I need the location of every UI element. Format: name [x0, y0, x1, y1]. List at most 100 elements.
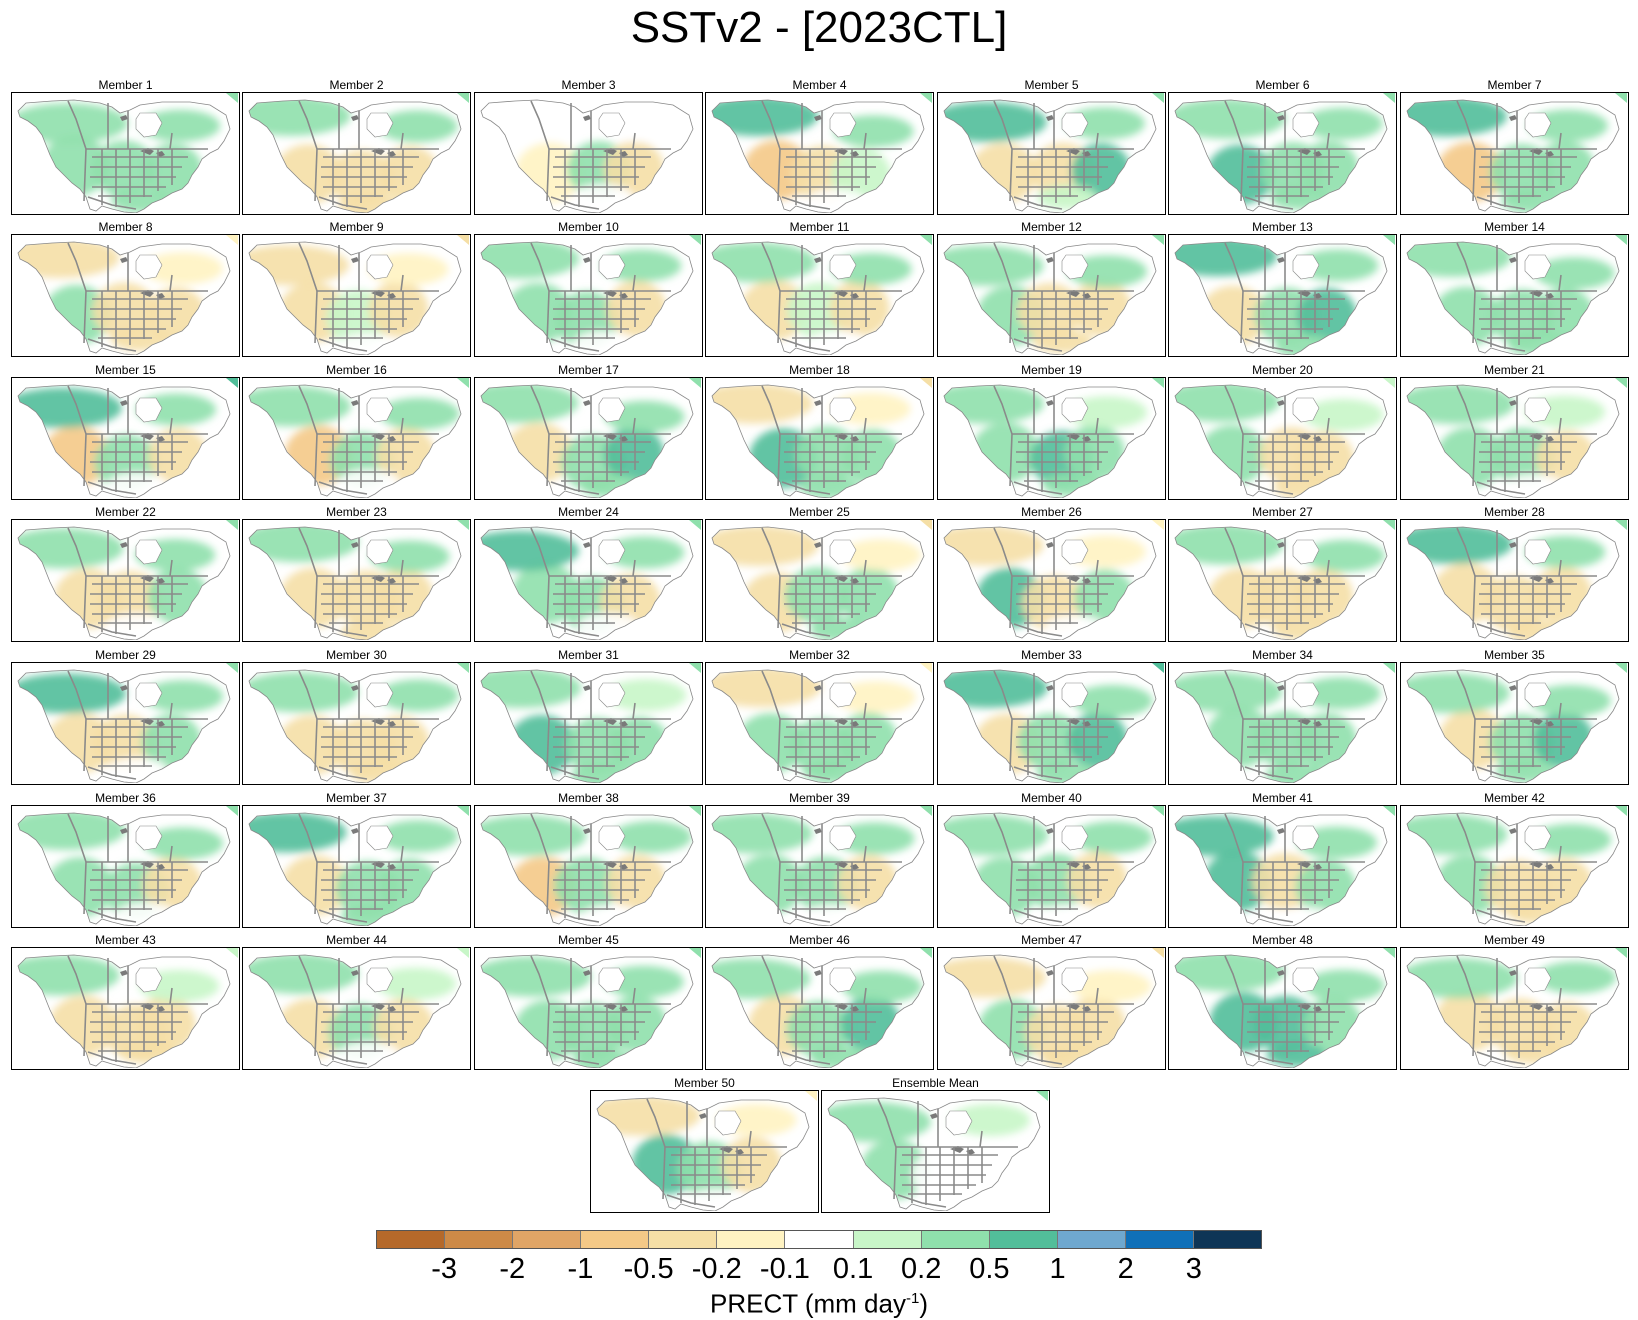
border-line — [1476, 766, 1526, 780]
colorbar-cell — [377, 1231, 446, 1248]
region-north — [18, 103, 128, 144]
precip-map — [596, 1091, 817, 1211]
colorbar-tick: 3 — [1185, 1253, 1202, 1285]
region-northeast — [140, 109, 221, 142]
hudson-bay — [1292, 112, 1320, 138]
panel-title: Member 17 — [558, 363, 619, 377]
greenland-corner — [689, 663, 701, 673]
map-panel: Member 22 — [11, 505, 240, 642]
lakes — [583, 542, 628, 584]
region-northeast — [607, 110, 688, 143]
border-line — [1244, 196, 1294, 210]
border-line — [1013, 481, 1063, 495]
lakes — [1509, 542, 1554, 584]
state-borders — [761, 813, 902, 923]
map-panel: Member 31 — [474, 648, 703, 785]
hudson-bay — [1524, 254, 1552, 280]
state-borders — [993, 385, 1134, 495]
border-line — [1095, 845, 1099, 863]
lakes — [351, 828, 396, 870]
precip-map — [1174, 663, 1395, 783]
precip-map — [248, 93, 469, 213]
region-central — [1490, 289, 1555, 346]
border-line — [1558, 845, 1562, 863]
border-line — [1224, 242, 1244, 292]
lakes — [1046, 115, 1091, 157]
map-frame — [11, 92, 240, 215]
border-line — [67, 955, 87, 1005]
border-line — [1013, 623, 1063, 637]
border-line — [863, 702, 867, 720]
border-line — [400, 417, 404, 435]
hudson-bay — [829, 112, 857, 138]
map-panel: Member 30 — [242, 648, 471, 785]
border-line — [169, 559, 173, 577]
precip-map — [827, 1091, 1048, 1211]
lakes — [1046, 257, 1091, 299]
region-northeast — [1536, 961, 1617, 994]
colorbar-cell — [445, 1231, 514, 1248]
border-line — [1009, 575, 1013, 629]
hudson-bay — [1292, 539, 1320, 565]
region-northeast — [143, 680, 224, 713]
precip-map — [480, 806, 701, 926]
lakes — [814, 400, 859, 442]
border-line — [781, 338, 831, 352]
greenland-corner — [1383, 235, 1395, 245]
region-northeast — [1065, 535, 1146, 568]
greenland-corner — [226, 948, 238, 958]
border-line — [1326, 274, 1330, 292]
map-panel: Member 47 — [937, 933, 1166, 1070]
state-borders — [761, 100, 902, 210]
panel-title: Member 28 — [1484, 505, 1545, 519]
border-line — [83, 433, 87, 487]
border-line — [777, 718, 781, 772]
map-panel: Member 11 — [705, 220, 934, 357]
coastline — [711, 241, 925, 355]
colorbar-cell — [785, 1231, 854, 1248]
map-frame — [474, 662, 703, 785]
precip-map — [943, 948, 1164, 1068]
map-panel: Member 19 — [937, 363, 1166, 500]
border-line — [1244, 909, 1294, 923]
precip-map — [1406, 520, 1627, 640]
greenland-corner — [920, 235, 932, 245]
lakes — [120, 828, 165, 870]
greenland-corner — [689, 948, 701, 958]
state-borders — [1456, 670, 1597, 780]
border-line — [298, 527, 318, 577]
colorbar-cell — [581, 1231, 650, 1248]
border-line — [1244, 481, 1294, 495]
border-line — [863, 559, 867, 577]
panel-title: Member 41 — [1252, 791, 1313, 805]
greenland-corner — [1152, 663, 1164, 673]
greenland-corner — [689, 520, 701, 530]
border-line — [761, 955, 781, 1005]
colorbar-tick: -0.5 — [623, 1253, 674, 1285]
greenland-corner — [1152, 806, 1164, 816]
region-northeast — [841, 970, 922, 1003]
map-panel: Member 28 — [1400, 505, 1629, 642]
coastline — [17, 384, 231, 498]
map-panel: Member 48 — [1168, 933, 1397, 1070]
state-borders — [993, 242, 1134, 352]
map-panel: Member 16 — [242, 363, 471, 500]
state-borders — [1224, 955, 1365, 1065]
region-east — [147, 568, 208, 625]
panel-title: Member 21 — [1484, 363, 1545, 377]
lakes — [351, 400, 396, 442]
border-line — [530, 670, 550, 720]
map-panel: Member 38 — [474, 791, 703, 928]
colorbar-cell — [853, 1231, 922, 1248]
panel-title: Member 49 — [1484, 933, 1545, 947]
coastline — [1174, 812, 1388, 926]
map-frame — [1168, 662, 1397, 785]
border-line — [781, 1051, 831, 1065]
precip-map — [17, 520, 238, 640]
hudson-bay — [366, 967, 394, 993]
panel-title: Member 35 — [1484, 648, 1545, 662]
coastline — [596, 1097, 810, 1211]
coastline — [1174, 954, 1388, 1068]
border-line — [1476, 338, 1526, 352]
lakes — [1046, 400, 1091, 442]
